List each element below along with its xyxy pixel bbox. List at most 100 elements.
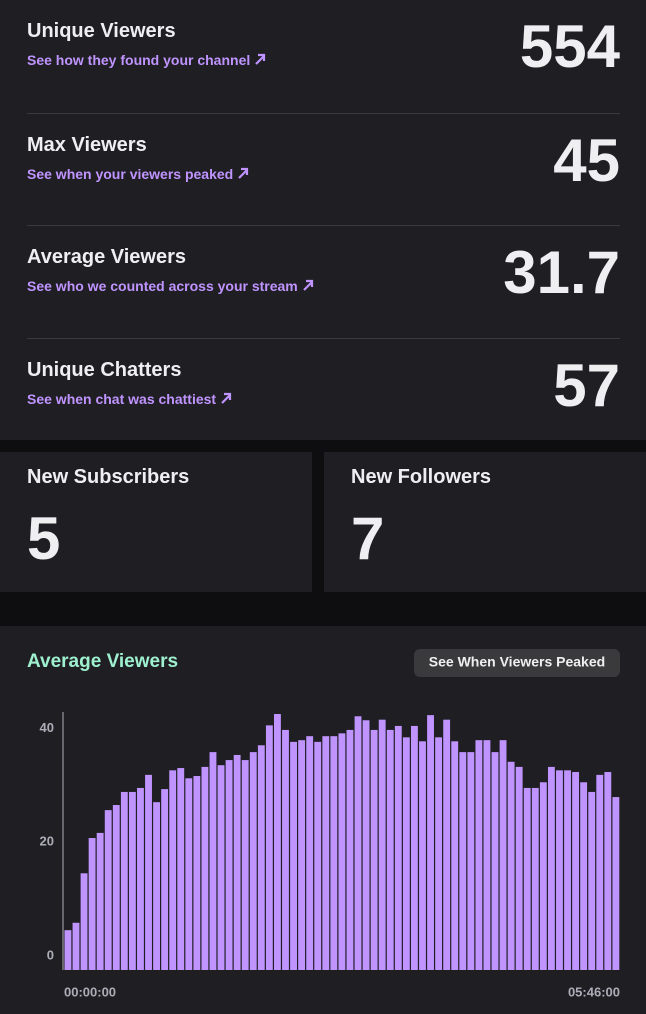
stat-label: Unique Viewers [27,20,176,42]
y-tick-label: 40 [40,720,54,735]
bar [274,714,281,970]
stat-value: 31.7 [503,239,620,306]
stat-value: 57 [553,351,620,419]
bar [104,810,112,970]
bar [161,789,169,970]
stat-link[interactable]: See how they found your channel [27,52,267,68]
bar [298,740,306,970]
bar [112,805,120,970]
bar [588,791,596,970]
bar [507,761,515,970]
bar [330,736,338,970]
bar [346,729,354,970]
stat-label: Max Viewers [27,133,147,156]
bar [153,802,160,970]
bar [564,770,571,970]
stat-value: 45 [553,126,620,194]
bar [314,741,322,970]
arrow-icon [221,392,232,404]
stats-panel: Unique Viewers See how they found your ch… [0,0,646,440]
bar [451,741,459,970]
bar [410,725,418,970]
bar [427,715,434,970]
bar [531,787,539,970]
card-value: 5 [27,505,61,572]
bar [572,772,580,970]
bar [539,782,547,970]
stat-link-text[interactable]: See who we counted across your stream [27,278,298,294]
bar [443,719,451,970]
bar [209,752,217,970]
bar [257,745,265,970]
stat-row: Average Viewers See who we counted across… [27,225,620,338]
card-label: New Followers [351,466,492,488]
bar [386,729,394,970]
bar [225,760,233,970]
bar [338,733,346,970]
bar [419,741,426,970]
bar [169,770,177,970]
stat-card: New Subscribers 5 [0,452,312,592]
bar [459,752,467,970]
bar [64,930,72,970]
bar [177,768,185,970]
bar [306,736,314,970]
bar [265,725,273,970]
bar [370,729,378,970]
arrow-icon [238,167,249,179]
bar [547,766,555,970]
bar [88,838,96,970]
bar [354,716,362,970]
stat-link[interactable]: See who we counted across your stream [27,278,315,294]
bar [596,774,604,970]
bar [120,791,128,970]
bar [137,787,144,970]
bar [556,770,563,970]
bar [491,752,499,970]
stat-link-text[interactable]: See when your viewers peaked [27,165,234,182]
bar [580,782,588,970]
bar [612,797,620,970]
stat-link[interactable]: See when your viewers peaked [27,166,250,182]
bar [362,720,370,970]
stat-label: Average Viewers [27,246,186,268]
bar [241,760,249,970]
stat-link[interactable]: See when chat was chattiest [27,391,233,407]
stat-row: Unique Viewers See how they found your ch… [27,0,620,112]
stat-row: Max Viewers See when your viewers peaked 4… [27,112,620,226]
stat-label: Unique Chatters [27,358,182,381]
x-tick-label: 00:00:00 [64,984,116,999]
x-tick-label: 05:46:00 [568,984,620,999]
chart-title: Average Viewers [27,651,178,672]
bar [193,776,201,970]
button[interactable] [414,649,620,677]
bar [96,832,104,970]
bar [435,737,443,970]
bar [378,719,386,970]
bar [282,729,289,970]
bar [201,766,209,970]
stat-card: New Followers 7 [324,452,646,592]
button-label[interactable]: See When Viewers Peaked [429,654,605,670]
bar [523,787,531,970]
bar [145,774,152,970]
bar [322,736,330,970]
bar [499,740,507,970]
card-label: New Subscribers [27,466,190,488]
bar [128,791,136,970]
chart: Average Viewers See When Viewers Peaked … [0,626,646,1014]
y-tick-label: 20 [40,834,54,849]
card-value: 7 [351,505,385,572]
stat-link-text[interactable]: See how they found your channel [27,52,251,68]
stat-value: 554 [519,13,620,80]
bar [72,922,80,970]
stat-row: Unique Chatters See when chat was chattie… [27,337,620,451]
y-tick-label: 0 [47,947,54,962]
arrow-icon [302,279,313,291]
bar [402,737,410,970]
bar [290,741,297,970]
bar [515,766,523,970]
bar [217,765,225,970]
stat-link-text[interactable]: See when chat was chattiest [27,390,217,407]
